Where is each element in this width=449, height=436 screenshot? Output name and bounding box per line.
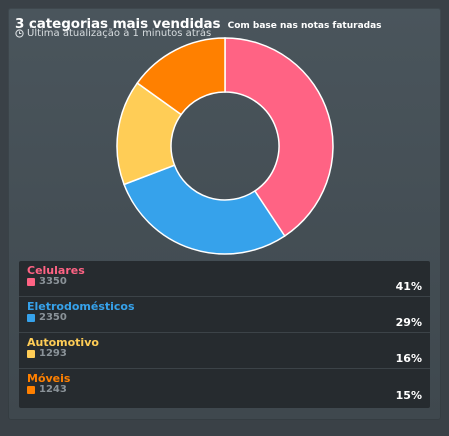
card-title: 3 categorias mais vendidas bbox=[15, 16, 221, 32]
legend-category-name: Celulares bbox=[27, 264, 85, 277]
legend-table: Celulares 3350 41% Eletrodomésticos 2350 29% A… bbox=[19, 261, 430, 408]
legend-value-text: 3350 bbox=[39, 276, 67, 287]
legend-swatch bbox=[27, 349, 35, 358]
legend-swatch bbox=[27, 385, 35, 394]
sales-card: 3 categorias mais vendidas Com base nas … bbox=[8, 8, 441, 420]
legend-swatch bbox=[27, 313, 35, 322]
legend-category-name: Móveis bbox=[27, 372, 71, 385]
legend-row[interactable]: Automotivo 1293 16% bbox=[19, 333, 430, 369]
donut-slice-moveis[interactable] bbox=[136, 37, 226, 116]
legend-swatch bbox=[27, 277, 35, 286]
legend-value-text: 1293 bbox=[39, 348, 67, 359]
donut-slice-eletrodomesticos[interactable] bbox=[123, 164, 286, 255]
legend-row[interactable]: Celulares 3350 41% bbox=[19, 261, 430, 297]
legend-percent: 29% bbox=[395, 316, 422, 329]
legend-percent: 41% bbox=[395, 280, 422, 293]
legend-percent: 16% bbox=[395, 352, 422, 365]
clock-icon bbox=[15, 29, 24, 38]
legend-category-name: Automotivo bbox=[27, 336, 99, 349]
legend-row[interactable]: Móveis 1243 15% bbox=[19, 369, 430, 405]
legend-value: 3350 bbox=[27, 276, 67, 287]
donut-slice-celulares[interactable] bbox=[224, 37, 334, 238]
legend-value: 1293 bbox=[27, 348, 67, 359]
legend-value-text: 1243 bbox=[39, 384, 67, 395]
legend-category-name: Eletrodomésticos bbox=[27, 300, 135, 313]
legend-row[interactable]: Eletrodomésticos 2350 29% bbox=[19, 297, 430, 333]
donut-chart bbox=[116, 37, 334, 255]
card-subtitle: Com base nas notas faturadas bbox=[227, 21, 382, 31]
last-updated-text: Última atualização à 1 minutos atrás bbox=[27, 28, 212, 39]
card-header: 3 categorias mais vendidas Com base nas … bbox=[15, 13, 382, 32]
last-updated: Última atualização à 1 minutos atrás bbox=[15, 28, 211, 39]
legend-value: 1243 bbox=[27, 384, 67, 395]
legend-value: 2350 bbox=[27, 312, 67, 323]
legend-percent: 15% bbox=[395, 389, 422, 402]
legend-value-text: 2350 bbox=[39, 312, 67, 323]
